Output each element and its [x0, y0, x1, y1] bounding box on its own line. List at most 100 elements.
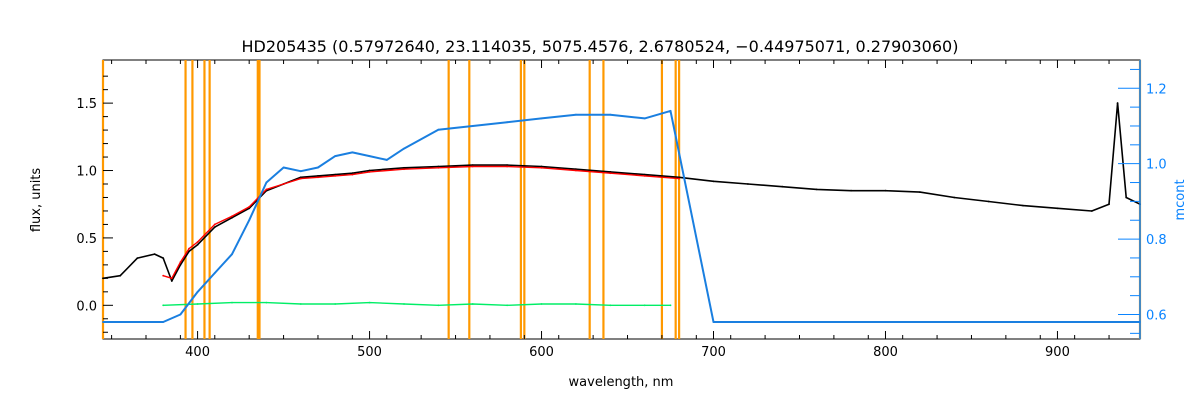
- x-axis-label: wavelength, nm: [569, 375, 674, 390]
- point-residual-3: [265, 301, 268, 304]
- point-model-8: [265, 188, 268, 191]
- point-observed-28: [712, 180, 715, 183]
- point-model-7: [248, 206, 251, 208]
- point-continuum-26: [1056, 321, 1059, 323]
- point-residual-1: [196, 303, 199, 305]
- point-residual-8: [437, 304, 440, 307]
- x-axis: 400 500 600 700 800 900: [111, 60, 1110, 360]
- x-tick-label-3: 700: [701, 345, 726, 360]
- point-observed-21: [471, 164, 474, 167]
- point-continuum-24: [712, 321, 715, 323]
- point-observed-24: [575, 168, 577, 171]
- point-model-15: [403, 168, 405, 171]
- y-tick-label-0: 0.0: [76, 299, 97, 314]
- point-continuum-16: [437, 128, 440, 131]
- point-residual-12: [575, 303, 577, 305]
- point-observed-1: [119, 274, 122, 277]
- point-observed-23: [540, 165, 543, 168]
- point-observed-41: [1116, 102, 1119, 104]
- point-model-4: [196, 241, 199, 243]
- point-continuum-5: [231, 253, 233, 256]
- point-observed-31: [815, 188, 818, 191]
- point-model-2: [179, 261, 182, 264]
- point-observed-7: [188, 250, 190, 253]
- point-continuum-10: [317, 166, 319, 169]
- point-model-16: [437, 166, 440, 169]
- point-observed-27: [678, 176, 680, 179]
- point-residual-0: [162, 304, 165, 307]
- y2-axis-label: mcont: [1173, 179, 1188, 220]
- point-model-22: [643, 175, 646, 177]
- series-continuum: [103, 109, 1140, 323]
- point-continuum-0: [102, 321, 104, 323]
- point-observed-18: [368, 169, 371, 172]
- point-residual-10: [506, 304, 508, 307]
- point-observed-20: [437, 165, 440, 168]
- point-continuum-8: [282, 166, 285, 169]
- point-model-1: [170, 277, 173, 280]
- point-observed-37: [1022, 204, 1024, 207]
- series-observed: [102, 102, 1141, 282]
- y-axis-label: flux, units: [29, 168, 44, 233]
- x-tick-label-4: 800: [873, 345, 898, 360]
- y2-axis: 0.6 0.8 1.0 1.2: [1118, 60, 1167, 339]
- point-model-3: [188, 247, 190, 250]
- point-continuum-21: [609, 113, 612, 116]
- point-model-10: [299, 177, 302, 180]
- point-continuum-17: [471, 125, 474, 127]
- point-observed-2: [136, 257, 139, 259]
- point-model-14: [368, 171, 371, 173]
- series-residual: [163, 301, 671, 306]
- series-model: [162, 165, 680, 279]
- point-residual-9: [471, 303, 474, 305]
- point-observed-8: [196, 243, 199, 246]
- point-continuum-9: [299, 170, 302, 173]
- point-continuum-18: [506, 121, 508, 124]
- point-observed-3: [153, 253, 156, 256]
- point-observed-30: [781, 185, 784, 188]
- point-observed-39: [1090, 210, 1093, 212]
- point-model-0: [162, 274, 165, 277]
- point-continuum-4: [213, 272, 216, 274]
- point-model-19: [540, 166, 543, 169]
- point-observed-38: [1056, 207, 1059, 210]
- point-model-6: [231, 215, 233, 218]
- point-observed-32: [850, 189, 852, 192]
- x-tick-label-0: 400: [185, 345, 210, 360]
- point-observed-16: [334, 173, 337, 176]
- point-residual-13: [609, 304, 612, 307]
- x-tick-label-1: 500: [357, 345, 382, 360]
- point-observed-42: [1125, 196, 1128, 199]
- point-observed-33: [884, 189, 887, 192]
- point-continuum-13: [368, 155, 371, 158]
- point-residual-4: [299, 303, 302, 305]
- point-model-18: [506, 165, 508, 168]
- point-continuum-19: [540, 117, 543, 120]
- point-residual-6: [368, 301, 371, 304]
- point-observed-29: [747, 183, 749, 185]
- point-model-5: [213, 223, 216, 226]
- point-continuum-11: [334, 155, 337, 158]
- point-continuum-14: [385, 159, 388, 161]
- chart-title: HD205435 (0.57972640, 23.114035, 5075.45…: [242, 37, 959, 56]
- point-observed-26: [643, 173, 646, 176]
- y2-tick-label-2: 1.0: [1146, 158, 1167, 173]
- point-residual-14: [643, 304, 646, 307]
- point-continuum-6: [248, 219, 251, 222]
- y-tick-label-2: 1.0: [76, 165, 97, 180]
- point-observed-5: [170, 280, 173, 282]
- point-residual-15: [669, 304, 672, 307]
- point-continuum-2: [179, 313, 182, 316]
- point-observed-40: [1108, 203, 1110, 206]
- point-residual-2: [231, 301, 233, 304]
- point-observed-9: [213, 226, 216, 229]
- point-model-21: [609, 172, 612, 175]
- point-observed-15: [317, 175, 319, 177]
- point-observed-14: [299, 176, 302, 179]
- point-continuum-23: [669, 110, 672, 112]
- point-observed-35: [953, 196, 956, 199]
- point-observed-4: [162, 257, 165, 259]
- y2-tick-label-3: 1.2: [1146, 82, 1167, 97]
- point-model-17: [471, 165, 474, 168]
